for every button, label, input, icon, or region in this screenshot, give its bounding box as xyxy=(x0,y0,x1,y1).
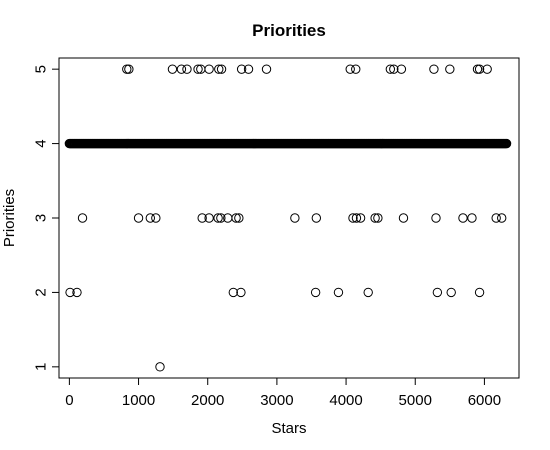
x-tick-label: 5000 xyxy=(399,392,432,409)
y-tick-label: 5 xyxy=(33,65,50,73)
data-point xyxy=(474,287,485,298)
y-tick-label: 3 xyxy=(33,214,50,222)
data-point xyxy=(243,64,254,74)
x-tick-label: 4000 xyxy=(329,392,362,409)
data-point xyxy=(122,64,132,74)
x-tick-label: 1000 xyxy=(122,392,155,409)
x-tick-label: 3000 xyxy=(260,392,293,409)
data-point xyxy=(236,287,246,298)
data-point xyxy=(65,287,75,298)
data-point xyxy=(182,64,192,74)
data-point xyxy=(193,64,203,74)
data-point xyxy=(124,64,134,74)
data-points xyxy=(64,64,512,372)
data-point xyxy=(176,64,187,74)
data-point xyxy=(351,213,362,223)
data-point xyxy=(472,64,483,74)
data-point xyxy=(432,287,443,298)
chart-title: Priorities xyxy=(252,21,326,40)
data-point xyxy=(72,287,82,298)
data-point xyxy=(204,64,214,74)
data-point xyxy=(234,213,244,223)
data-point xyxy=(445,64,455,74)
y-axis-label: Priorities xyxy=(1,189,18,247)
y-tick-label: 1 xyxy=(33,363,50,371)
data-point xyxy=(385,64,396,74)
data-point xyxy=(491,213,501,223)
data-point xyxy=(77,213,88,223)
data-point xyxy=(446,287,456,298)
x-axis-label: Stars xyxy=(271,420,306,437)
data-point xyxy=(345,64,355,74)
x-axis: 0 1000 2000 3000 4000 5000 6000 xyxy=(65,377,501,409)
data-point xyxy=(231,213,241,223)
data-point xyxy=(151,213,161,223)
data-point xyxy=(363,287,373,298)
x-tick-label: 2000 xyxy=(191,392,224,409)
data-point xyxy=(348,213,358,223)
data-point xyxy=(133,213,144,223)
data-point xyxy=(458,213,468,223)
data-point xyxy=(351,64,361,74)
data-point xyxy=(167,64,178,74)
data-point xyxy=(389,64,399,74)
x-tick-label: 6000 xyxy=(468,392,501,409)
data-point xyxy=(355,213,366,223)
x-tick-label: 0 xyxy=(65,392,73,409)
y-tick-label: 4 xyxy=(33,139,50,147)
y-tick-label: 2 xyxy=(33,288,50,296)
data-point xyxy=(204,213,214,223)
data-point xyxy=(216,64,227,74)
data-point xyxy=(333,287,344,298)
data-point xyxy=(467,213,477,223)
data-point xyxy=(482,64,492,74)
data-point xyxy=(497,213,507,223)
data-point xyxy=(228,287,239,298)
data-point xyxy=(197,213,207,223)
data-point xyxy=(370,213,380,223)
data-point xyxy=(261,64,272,74)
data-point xyxy=(236,64,247,74)
data-point xyxy=(310,287,321,298)
plot-frame xyxy=(58,57,520,379)
data-point xyxy=(429,64,439,74)
data-point xyxy=(474,64,485,74)
y-axis: 1 2 3 4 5 xyxy=(33,65,60,371)
data-point xyxy=(311,213,322,223)
data-point xyxy=(431,213,441,223)
data-point xyxy=(216,213,226,223)
data-point xyxy=(373,213,383,223)
data-point xyxy=(290,213,300,223)
data-point xyxy=(155,362,165,372)
data-point xyxy=(145,213,156,223)
data-point xyxy=(501,138,512,149)
data-point xyxy=(398,213,409,223)
data-point xyxy=(214,64,224,74)
data-point xyxy=(213,213,223,223)
data-point xyxy=(396,64,407,74)
